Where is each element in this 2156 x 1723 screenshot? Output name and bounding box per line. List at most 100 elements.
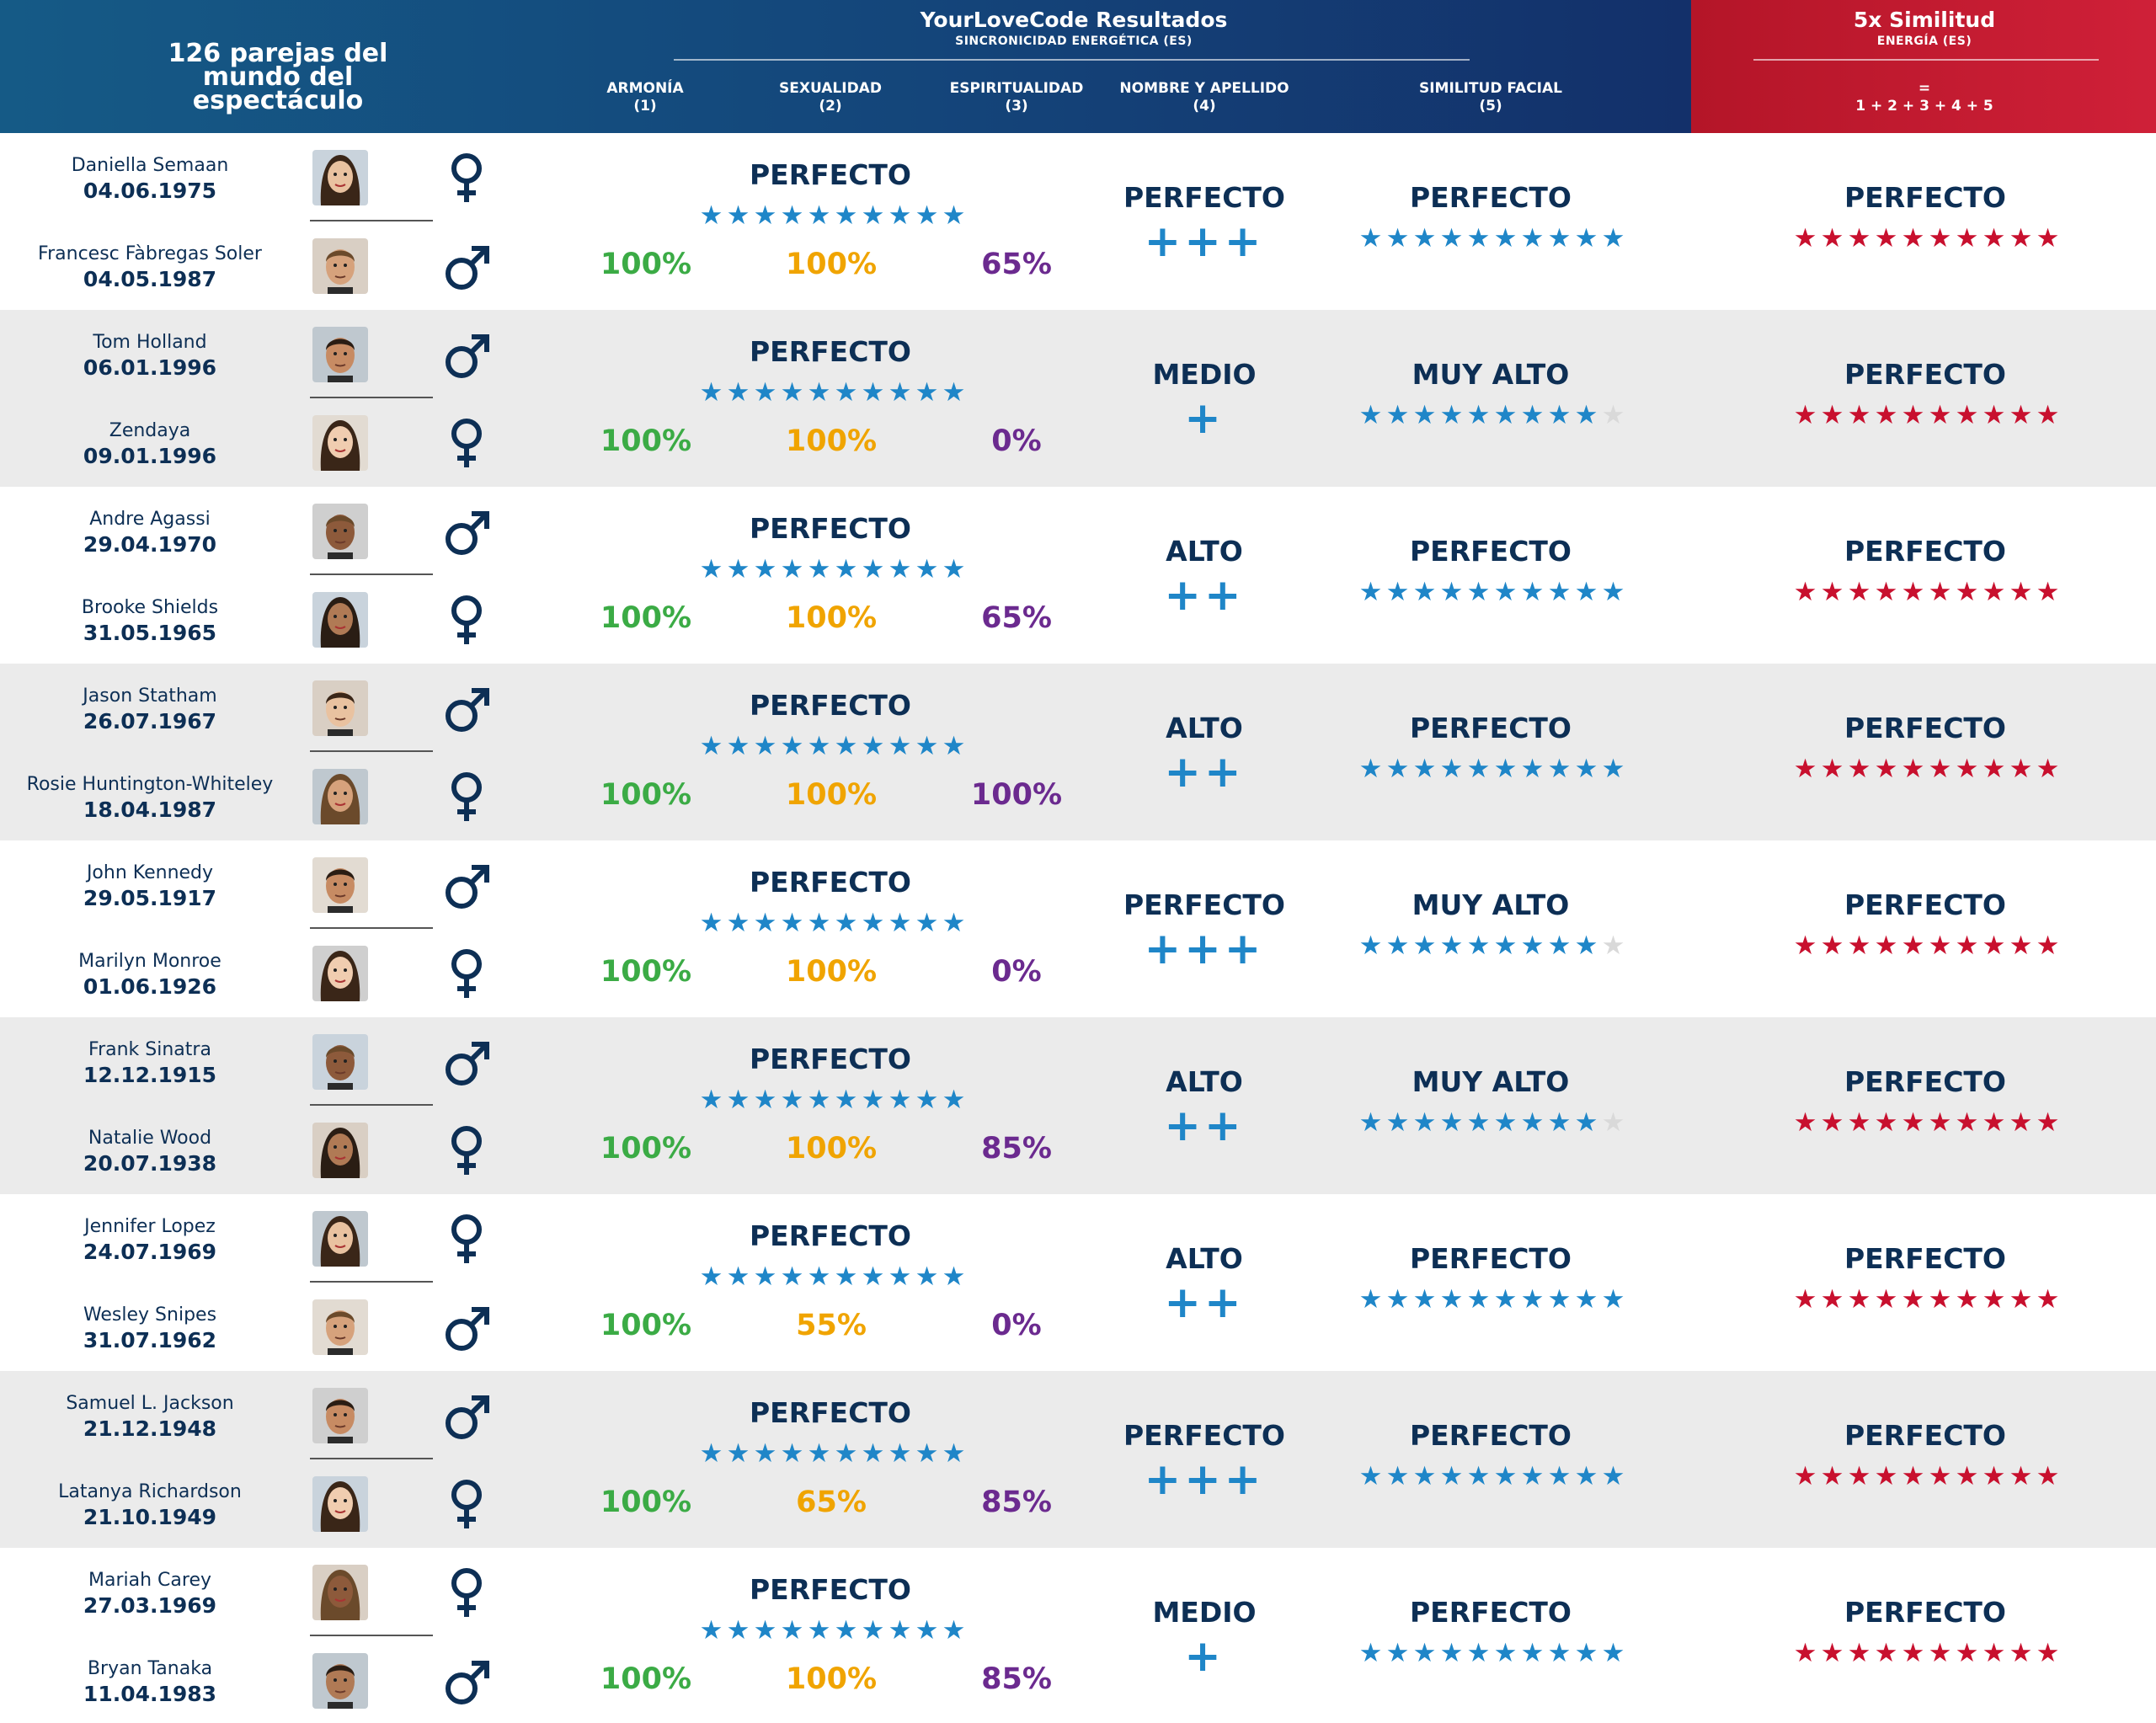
star-icon: ★ bbox=[807, 1262, 831, 1292]
star-icon: ★ bbox=[1793, 223, 1817, 253]
star-icon: ★ bbox=[1358, 1638, 1383, 1668]
star-icon: ★ bbox=[1385, 577, 1410, 607]
male-face-icon bbox=[312, 1653, 368, 1709]
star-icon: ★ bbox=[1982, 1107, 2006, 1138]
star-icon: ★ bbox=[942, 554, 966, 584]
star-icon: ★ bbox=[861, 1438, 885, 1469]
female-symbol-icon bbox=[441, 592, 492, 648]
star-icon: ★ bbox=[1901, 931, 1925, 961]
couple-row: John Kennedy 29.05.1917 Marilyn Monroe 01.0… bbox=[0, 840, 2156, 1017]
star-icon: ★ bbox=[1955, 1284, 1979, 1315]
total-stars: ★ ★ ★ ★ ★ ★ ★ ★ ★ ★ bbox=[1792, 756, 2061, 782]
star-icon: ★ bbox=[1928, 223, 1952, 253]
star-icon: ★ bbox=[807, 377, 831, 408]
person2-birthdate: 01.06.1926 bbox=[83, 974, 217, 999]
star-icon: ★ bbox=[1793, 577, 1817, 607]
facial-label: PERFECTO bbox=[1409, 1419, 1572, 1452]
total-stars: ★ ★ ★ ★ ★ ★ ★ ★ ★ ★ bbox=[1792, 1284, 2061, 1315]
person2-birthdate: 31.05.1965 bbox=[83, 621, 217, 645]
star-icon: ★ bbox=[1874, 1461, 1898, 1491]
total-stars: ★ ★ ★ ★ ★ ★ ★ ★ ★ ★ bbox=[1792, 931, 2061, 961]
nombre-plus-indicator: + bbox=[1184, 1631, 1225, 1682]
star-icon: ★ bbox=[753, 1615, 777, 1646]
star-icon: ★ bbox=[861, 908, 885, 938]
col-espiritualidad-num: (3) bbox=[1005, 98, 1028, 115]
female-face-icon bbox=[312, 769, 368, 824]
couple-divider bbox=[310, 573, 433, 575]
star-icon: ★ bbox=[1874, 1107, 1898, 1138]
star-icon: ★ bbox=[1601, 1107, 1625, 1138]
sync-stars: ★ ★ ★ ★ ★ ★ ★ ★ ★ ★ bbox=[698, 200, 967, 231]
star-icon: ★ bbox=[807, 1615, 831, 1646]
star-icon: ★ bbox=[861, 1085, 885, 1115]
facial-stars: ★ ★ ★ ★ ★ ★ ★ ★ ★ ★ bbox=[1358, 579, 1626, 605]
facial-stars: ★ ★ ★ ★ ★ ★ ★ ★ ★ ★ bbox=[1358, 1461, 1626, 1491]
sexualidad-value: 100% bbox=[785, 1662, 878, 1696]
star-icon: ★ bbox=[1574, 1107, 1598, 1138]
star-icon: ★ bbox=[915, 1262, 939, 1292]
espiritualidad-value: 100% bbox=[970, 778, 1063, 812]
star-icon: ★ bbox=[1601, 1461, 1625, 1491]
star-icon: ★ bbox=[1385, 754, 1410, 784]
left-title: 126 parejas del mundo del espectáculo bbox=[168, 39, 388, 115]
person2-name: Latanya Richardson bbox=[58, 1481, 242, 1502]
star-icon: ★ bbox=[834, 1085, 858, 1115]
facial-label: PERFECTO bbox=[1409, 181, 1572, 214]
armonia-value: 100% bbox=[600, 1309, 692, 1342]
facial-label: PERFECTO bbox=[1409, 535, 1572, 568]
star-icon: ★ bbox=[1820, 1461, 1844, 1491]
star-icon: ★ bbox=[1955, 1107, 1979, 1138]
couple-row: Samuel L. Jackson 21.12.1948 Latanya Richa… bbox=[0, 1371, 2156, 1548]
star-icon: ★ bbox=[1901, 1284, 1925, 1315]
star-icon: ★ bbox=[1982, 577, 2006, 607]
star-icon: ★ bbox=[1493, 400, 1518, 430]
nombre-plus-indicator: +++ bbox=[1144, 216, 1265, 267]
person1-name: John Kennedy bbox=[86, 862, 214, 883]
star-icon: ★ bbox=[1439, 1284, 1464, 1315]
star-icon: ★ bbox=[726, 908, 750, 938]
nombre-plus-indicator: +++ bbox=[1144, 924, 1265, 974]
person1-birthdate: 21.12.1948 bbox=[83, 1416, 217, 1441]
star-icon: ★ bbox=[888, 1615, 912, 1646]
star-icon: ★ bbox=[1493, 1284, 1518, 1315]
facial-stars: ★ ★ ★ ★ ★ ★ ★ ★ ★ ★ bbox=[1358, 400, 1626, 430]
person1-name: Frank Sinatra bbox=[88, 1039, 211, 1060]
header: 126 parejas del mundo del espectáculo Yo… bbox=[0, 0, 2156, 133]
sync-stars: ★ ★ ★ ★ ★ ★ ★ ★ ★ ★ bbox=[698, 733, 967, 760]
star-icon: ★ bbox=[1412, 931, 1437, 961]
star-icon: ★ bbox=[888, 554, 912, 584]
star-icon: ★ bbox=[1574, 1284, 1598, 1315]
star-icon: ★ bbox=[834, 908, 858, 938]
sync-stars: ★ ★ ★ ★ ★ ★ ★ ★ ★ ★ bbox=[698, 554, 967, 584]
female-face-icon bbox=[312, 946, 368, 1001]
star-icon: ★ bbox=[2009, 1284, 2033, 1315]
sexualidad-value: 65% bbox=[796, 1486, 867, 1519]
star-icon: ★ bbox=[753, 200, 777, 231]
espiritualidad-value: 85% bbox=[981, 1132, 1052, 1166]
star-icon: ★ bbox=[1547, 400, 1572, 430]
sexualidad-value: 100% bbox=[785, 1132, 878, 1166]
star-icon: ★ bbox=[1358, 1284, 1383, 1315]
facial-stars: ★ ★ ★ ★ ★ ★ ★ ★ ★ ★ bbox=[1358, 931, 1626, 961]
star-icon: ★ bbox=[726, 1615, 750, 1646]
star-icon: ★ bbox=[1574, 754, 1598, 784]
header-blue-panel bbox=[0, 0, 1691, 133]
person2-name: Bryan Tanaka bbox=[87, 1658, 213, 1679]
sync-stars: ★ ★ ★ ★ ★ ★ ★ ★ ★ ★ bbox=[698, 1438, 967, 1469]
star-icon: ★ bbox=[1439, 400, 1464, 430]
person2-name: Zendaya bbox=[109, 420, 191, 441]
total-subtitle: ENERGÍA (ES) bbox=[1876, 35, 1972, 48]
female-face-icon bbox=[312, 415, 368, 471]
star-icon: ★ bbox=[1466, 223, 1491, 253]
star-icon: ★ bbox=[2036, 931, 2060, 961]
facial-stars: ★ ★ ★ ★ ★ ★ ★ ★ ★ ★ bbox=[1358, 754, 1626, 784]
star-icon: ★ bbox=[1493, 577, 1518, 607]
star-icon: ★ bbox=[1520, 1284, 1545, 1315]
star-icon: ★ bbox=[1928, 400, 1952, 430]
star-icon: ★ bbox=[1847, 1638, 1871, 1668]
star-icon: ★ bbox=[1547, 931, 1572, 961]
star-icon: ★ bbox=[699, 1262, 723, 1292]
sexualidad-value: 100% bbox=[785, 955, 878, 989]
star-icon: ★ bbox=[780, 908, 804, 938]
